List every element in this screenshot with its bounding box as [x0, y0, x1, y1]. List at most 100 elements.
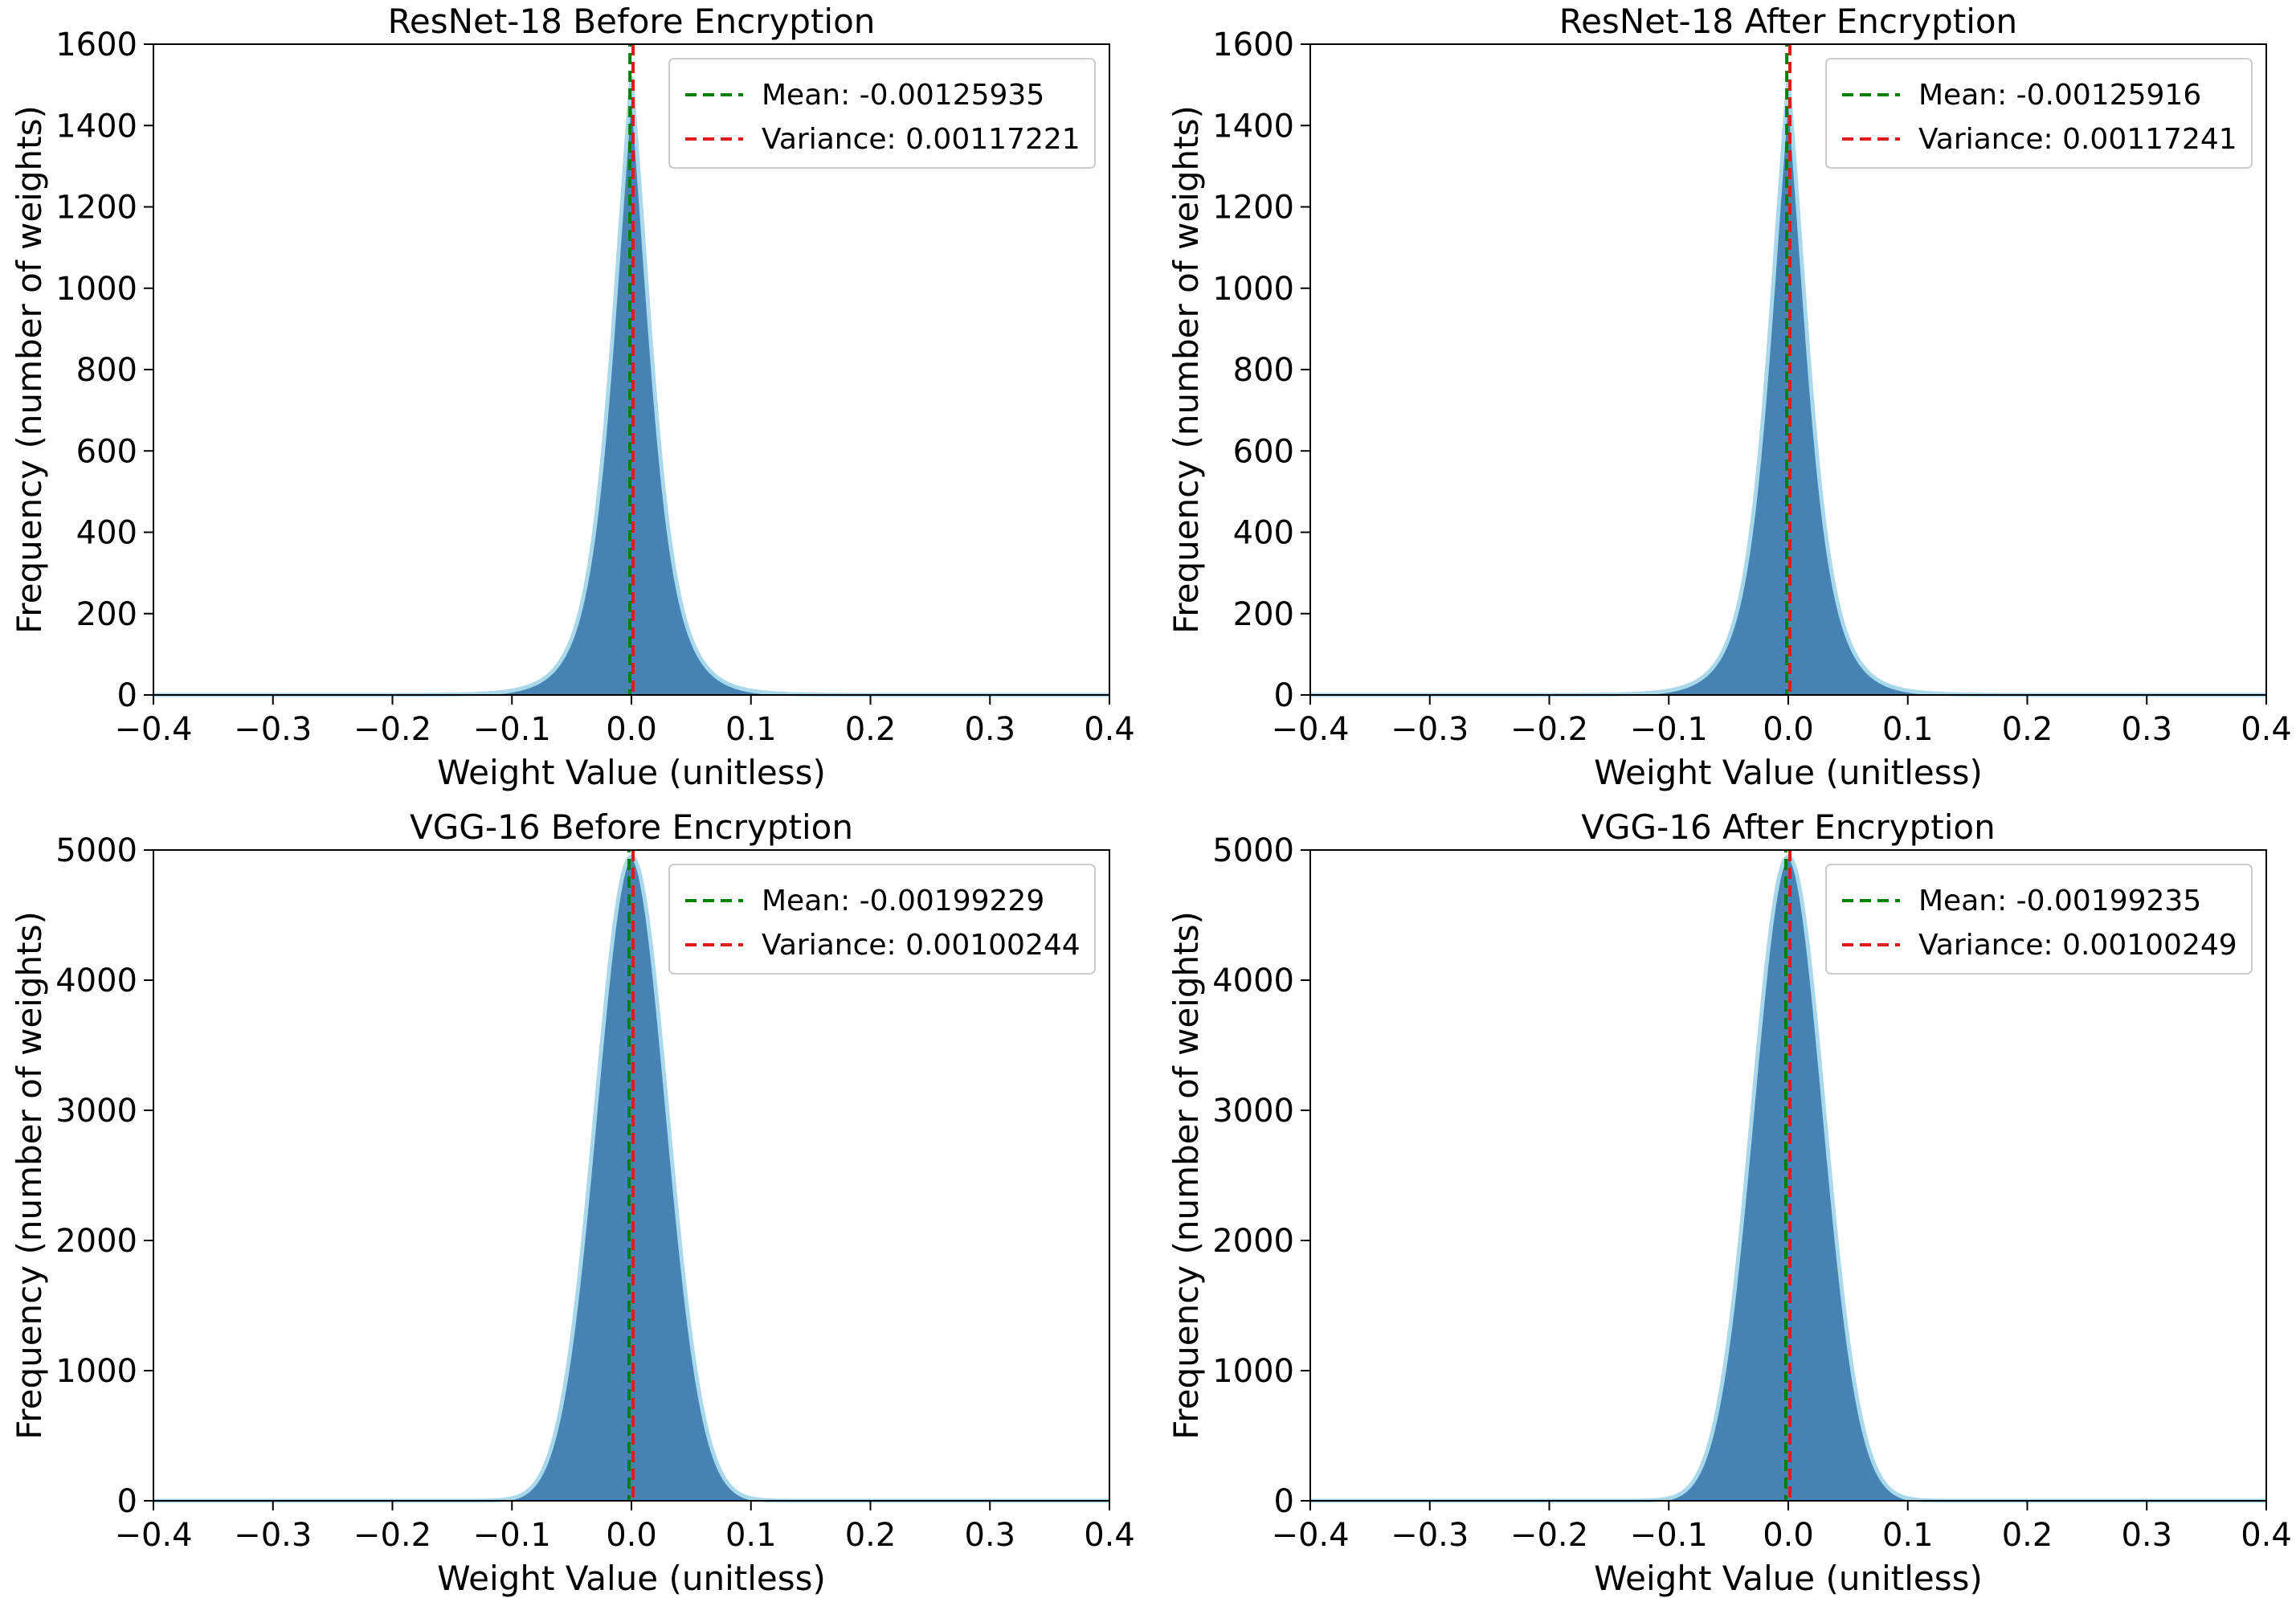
histogram-bar — [736, 1492, 740, 1501]
legend: Mean: -0.00199229 Variance: 0.00100244 — [668, 864, 1096, 975]
x-tick-label: 0.4 — [1084, 1517, 1135, 1554]
x-axis-ticks: −0.4 −0.3 −0.2 −0.1 0.0 0.1 0.2 0.3 0.4 — [1271, 1501, 2292, 1554]
y-axis-ticks: 0 1000 2000 3000 4000 5000 — [55, 832, 153, 1520]
histogram-bar — [1722, 1371, 1726, 1501]
x-tick-label: 0.3 — [964, 1517, 1015, 1554]
histogram-bar — [1749, 1126, 1753, 1501]
y-tick-label: 0 — [1274, 677, 1294, 714]
histogram-bar — [529, 685, 533, 695]
histogram-bar — [1755, 481, 1759, 695]
histogram-bar — [691, 1351, 695, 1501]
reference-lines — [1784, 850, 1791, 1501]
histogram-bar — [554, 668, 558, 695]
histogram-bar — [733, 1490, 737, 1501]
x-tick-label: −0.3 — [234, 1517, 312, 1554]
histogram-bar — [1779, 870, 1783, 1501]
y-tick-label: 1600 — [1212, 27, 1294, 63]
histogram-bar — [664, 1093, 668, 1501]
y-tick-label: 1000 — [1212, 1353, 1294, 1390]
histogram-bar — [1731, 625, 1735, 695]
histogram-bar — [1865, 1444, 1869, 1501]
histogram-bar — [1710, 668, 1714, 695]
histogram-bar — [736, 687, 740, 695]
y-tick-label: 200 — [76, 596, 137, 633]
y-tick-label: 1400 — [55, 108, 137, 145]
histogram-bar — [589, 553, 594, 695]
histogram-bar — [715, 1462, 719, 1501]
histogram-bar — [1752, 509, 1756, 695]
histogram-bar — [604, 999, 608, 1501]
panel-title: ResNet-18 Before Encryption — [388, 2, 876, 41]
histogram-bar — [554, 1433, 558, 1501]
y-axis-label: Frequency (number of weights) — [1166, 105, 1206, 634]
x-axis-ticks: −0.4 −0.3 −0.2 −0.1 0.0 0.1 0.2 0.3 0.4 — [114, 695, 1135, 748]
x-axis-label: Weight Value (unitless) — [1594, 1559, 1983, 1598]
histogram-bar — [1848, 642, 1852, 695]
y-tick-label: 1200 — [1212, 190, 1294, 227]
histogram-bar — [1702, 676, 1706, 695]
histogram-bar — [1820, 1093, 1825, 1501]
histogram-bar — [691, 642, 695, 695]
x-axis-label: Weight Value (unitless) — [437, 1559, 826, 1598]
histogram-bar — [1886, 685, 1890, 695]
histogram-bar — [1770, 921, 1774, 1501]
y-tick-label: 0 — [117, 1483, 137, 1520]
legend-variance-label: Variance: 0.00100249 — [1918, 929, 2237, 962]
histogram-bar — [1704, 674, 1708, 695]
histogram-bar — [1836, 1250, 1840, 1501]
histogram-bar — [676, 588, 680, 695]
histogram-bar — [536, 682, 540, 695]
histogram-bar — [1776, 219, 1780, 695]
y-tick-label: 3000 — [55, 1093, 137, 1130]
histogram-bar — [727, 684, 731, 695]
histogram-bar — [688, 1328, 692, 1501]
histogram-bar — [1714, 1420, 1718, 1501]
histogram-bar — [1905, 690, 1909, 695]
histogram-bar — [550, 671, 554, 695]
histogram-bar — [619, 883, 623, 1501]
x-axis-ticks: −0.4 −0.3 −0.2 −0.1 0.0 0.1 0.2 0.3 0.4 — [114, 1501, 1135, 1554]
histogram-bar — [658, 450, 662, 695]
histogram-bar — [545, 1462, 549, 1501]
histogram-bar — [592, 1126, 596, 1501]
histogram-bar — [721, 1475, 725, 1501]
histogram-bar — [1734, 1278, 1738, 1501]
histogram-bar — [1881, 682, 1885, 695]
histogram-bar — [667, 532, 671, 695]
histogram-bar — [1725, 1351, 1730, 1501]
histogram-bar — [1815, 451, 1819, 695]
histogram-bar — [1776, 883, 1780, 1501]
histogram-bar — [733, 686, 737, 695]
histogram-bar — [646, 301, 650, 695]
y-tick-label: 600 — [76, 433, 137, 470]
histogram-bar — [637, 175, 641, 696]
histogram-bar — [625, 135, 629, 695]
histogram-bar — [1716, 660, 1720, 695]
histogram-bar — [1737, 603, 1741, 695]
histogram-bar — [1803, 921, 1807, 1501]
histogram-bar — [1877, 1475, 1881, 1501]
histogram-bar — [1803, 303, 1807, 695]
histogram-bar — [682, 1278, 686, 1501]
panel-title: VGG-16 After Encryption — [1581, 807, 1995, 847]
histogram-bar — [682, 615, 686, 695]
histogram-bar — [568, 1351, 573, 1501]
histogram-bar — [1698, 1469, 1702, 1501]
panel-vgg16-after: 0 1000 2000 3000 4000 5000 −0.4 −0.3 −0.2 −0.1 0.… — [1166, 807, 2292, 1598]
histogram-bar — [1884, 1484, 1888, 1501]
histogram-bar — [1782, 137, 1786, 695]
histogram-bar — [586, 1190, 590, 1501]
x-tick-label: −0.4 — [114, 1517, 192, 1554]
histogram-bar — [1755, 1061, 1759, 1501]
histogram-bar — [1689, 684, 1693, 695]
histogram-bar — [538, 680, 542, 695]
histogram-bar — [622, 175, 626, 696]
x-axis-ticks: −0.4 −0.3 −0.2 −0.1 0.0 0.1 0.2 0.3 0.4 — [1271, 695, 2292, 748]
histogram-bar — [1681, 1492, 1685, 1501]
x-tick-label: 0.1 — [725, 711, 777, 748]
histogram-bar — [1671, 689, 1676, 695]
histogram-bar — [1677, 688, 1681, 695]
histogram-bar — [673, 1190, 677, 1501]
histogram-bar — [1782, 861, 1786, 1501]
